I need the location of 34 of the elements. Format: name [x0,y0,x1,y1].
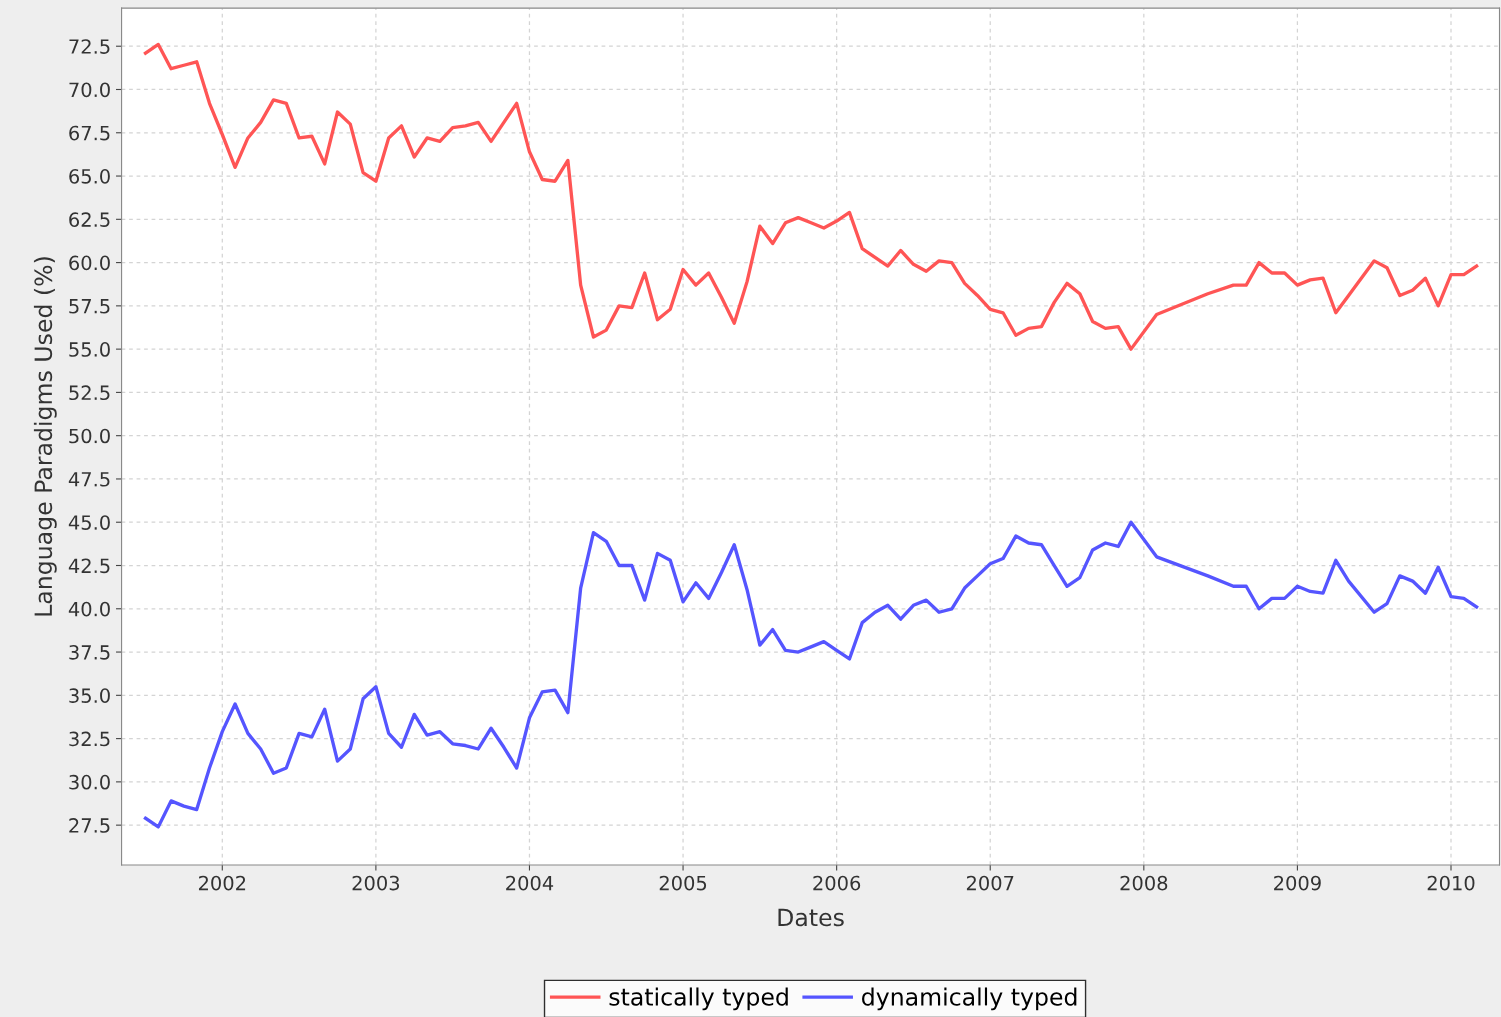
y-tick-label: 52.5 [69,385,110,401]
y-tick-label: 50.0 [69,428,110,444]
legend-label: statically typed [609,987,788,1011]
x-tick-label: 2003 [352,875,400,891]
y-tick-label: 37.5 [69,645,110,660]
x-tick-label: 2007 [966,875,1014,891]
y-tick-label: 45.0 [68,515,110,530]
legend-label: dynamically typed [862,987,1077,1011]
y-tick-label: 67.5 [69,125,110,141]
y-tick-label: 32.5 [69,731,110,747]
y-tick-label: 27.5 [69,818,110,833]
y-tick-label: 62.5 [69,212,110,227]
x-axis-title: Dates [778,908,844,927]
y-tick-label: 35.0 [69,688,110,703]
y-tick-label: 42.5 [68,558,110,574]
y-tick-label: 72.5 [69,39,110,54]
y-tick-label: 47.5 [68,472,110,487]
x-tick-label: 2006 [813,875,861,891]
x-tick-label: 2005 [659,875,707,891]
y-tick-label: 55.0 [69,342,110,357]
line-series [143,520,1479,829]
x-tick-label: 2009 [1274,875,1321,891]
y-tick-label: 30.0 [69,774,110,790]
line-series [143,42,1479,351]
y-axis-title: Language Paradigms Used (%) [33,257,57,616]
y-tick-label: 60.0 [69,255,110,271]
x-tick-label: 2004 [506,875,554,891]
y-tick-label: 65.0 [69,168,110,184]
x-tick-label: 2010 [1427,875,1475,891]
x-tick-label: 2002 [198,875,246,891]
x-tick-label: 2008 [1120,875,1168,891]
y-tick-label: 40.0 [68,601,110,617]
y-tick-label: 70.0 [69,82,110,98]
y-tick-label: 57.5 [69,299,110,314]
